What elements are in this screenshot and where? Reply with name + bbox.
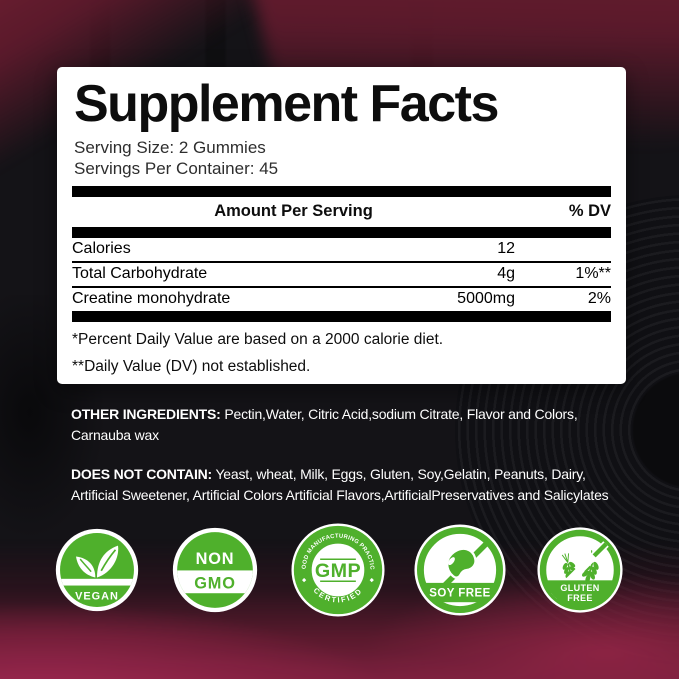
gluten-free-icon: GLUTEN FREE xyxy=(537,527,623,613)
table-header: Amount Per Serving % DV xyxy=(72,197,611,227)
servings-per-container: Servings Per Container: 45 xyxy=(74,158,279,178)
does-not-contain-text: Yeast, wheat, Milk, Eggs, Gluten, Soy,Ge… xyxy=(71,465,609,503)
column-amount-per-serving: Amount Per Serving xyxy=(214,201,373,220)
non-label: NON xyxy=(196,550,235,568)
vegan-icon: VEGAN xyxy=(55,528,139,612)
panel-title: Supplement Facts xyxy=(74,75,499,133)
soybean-icon xyxy=(446,547,477,579)
table-row: Creatine monohydrate 5000mg 2% xyxy=(72,288,611,311)
table-row: Total Carbohydrate 4g 1%** xyxy=(72,263,611,288)
footnote-daily-value: *Percent Daily Value are based on a 2000… xyxy=(72,330,444,348)
non-gmo-icon: NON GMO xyxy=(172,527,258,613)
diamond-icon: ◆ xyxy=(302,577,307,583)
gmp-center-label: GMP xyxy=(315,560,361,582)
nutrient-name: Creatine monohydrate xyxy=(72,289,231,307)
gmp-icon: GOOD MANUFACTURING PRACTICE CERTIFIED ◆ … xyxy=(291,523,385,617)
gluten-label: GLUTEN xyxy=(560,583,599,593)
nutrient-name: Calories xyxy=(72,239,131,257)
nutrient-name: Total Carbohydrate xyxy=(72,264,208,282)
footnote-dv-not-established: **Daily Value (DV) not established. xyxy=(72,357,311,375)
does-not-contain-label: DOES NOT CONTAIN: xyxy=(71,465,213,482)
table-row: Calories 12 xyxy=(72,238,611,263)
badge-gluten-free: GLUTEN FREE xyxy=(537,527,623,613)
divider-bar-thick xyxy=(72,185,611,197)
diamond-icon: ◆ xyxy=(370,577,375,583)
does-not-contain: DOES NOT CONTAIN: Yeast, wheat, Milk, Eg… xyxy=(71,464,619,507)
divider-bar-thick xyxy=(72,226,611,238)
free-label: FREE xyxy=(567,593,592,603)
divider-bar-thick xyxy=(72,310,611,322)
supplement-facts-panel: Supplement Facts Serving Size: 2 Gummies… xyxy=(57,67,626,384)
supplement-table: Calories 12 Total Carbohydrate 4g 1%** C… xyxy=(72,238,611,311)
nutrient-dv: 2% xyxy=(587,289,611,307)
leaves-icon xyxy=(76,545,119,578)
soy-free-icon: SOY FREE xyxy=(414,524,506,616)
other-ingredients-label: OTHER INGREDIENTS: xyxy=(71,406,221,422)
serving-size: Serving Size: 2 Gummies xyxy=(74,138,266,158)
badge-non-gmo: NON GMO xyxy=(172,527,258,613)
column-percent-dv: % DV xyxy=(568,201,611,220)
badge-gmp-certified: GOOD MANUFACTURING PRACTICE CERTIFIED ◆ … xyxy=(291,523,385,617)
gmo-label: GMO xyxy=(194,574,236,592)
nutrient-amount: 12 xyxy=(497,239,515,257)
other-ingredients-text: Pectin,Water, Citric Acid,sodium Citrate… xyxy=(71,406,578,444)
soy-free-label: SOY FREE xyxy=(429,588,491,600)
nutrient-amount: 4g xyxy=(497,264,515,282)
badge-soy-free: SOY FREE xyxy=(414,524,506,616)
vegan-label: VEGAN xyxy=(75,590,119,602)
other-ingredients: OTHER INGREDIENTS: Pectin,Water, Citric … xyxy=(71,404,619,447)
nutrient-amount: 5000mg xyxy=(457,289,515,307)
nutrient-dv: 1%** xyxy=(575,264,611,282)
badge-vegan: VEGAN xyxy=(55,528,139,612)
ingredients-section: OTHER INGREDIENTS: Pectin,Water, Citric … xyxy=(71,404,619,506)
